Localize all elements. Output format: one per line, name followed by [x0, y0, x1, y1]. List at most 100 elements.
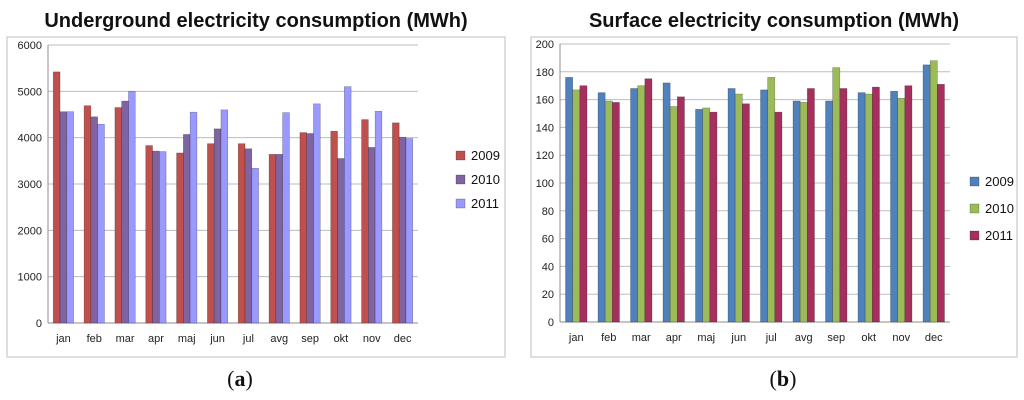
underground-bar-2010-sep: [306, 133, 314, 324]
surface-x-tick-label: jan: [568, 332, 584, 344]
surface-legend-label-2009: 2009: [985, 174, 1014, 189]
surface-bar-2009-mar: [630, 88, 638, 323]
surface-bar-2011-mar: [644, 78, 653, 323]
underground-bar-2009-okt: [330, 130, 338, 324]
underground-bar-2011-dec: [405, 138, 414, 324]
underground-bar-2011-avg: [282, 112, 290, 324]
underground-bar-2010-okt: [337, 158, 345, 324]
underground-chart: Underground electricity consumption (MWh…: [6, 10, 506, 391]
surface-y-tick-label: 60: [542, 234, 554, 246]
surface-y-tick-label: 140: [536, 122, 554, 134]
underground-x-tick-label: mar: [116, 333, 135, 345]
underground-x-tick-label: jan: [55, 333, 71, 345]
surface-x-tick-label: jun: [730, 332, 746, 344]
underground-bar-2010-nov: [368, 147, 376, 324]
surface-y-tick-label: 180: [536, 67, 554, 79]
underground-y-tick-label: 1000: [18, 272, 42, 284]
underground-chart-title: Underground electricity consumption (MWh…: [44, 10, 467, 32]
surface-x-tick-label: apr: [666, 332, 682, 344]
underground-bar-2011-okt: [344, 86, 352, 324]
caption-b: (b): [770, 366, 797, 391]
surface-y-tick-label: 120: [536, 150, 554, 162]
surface-y-tick-label: 200: [536, 39, 554, 51]
underground-x-tick-label: dec: [394, 333, 412, 345]
surface-bar-2009-jan: [565, 77, 573, 323]
surface-chart: Surface electricity consumption (MWh) 0 2…: [530, 10, 1018, 391]
surface-chart-frame: [530, 36, 1018, 358]
underground-bar-2011-jul: [251, 167, 259, 324]
underground-x-tick-label: maj: [178, 333, 196, 345]
surface-x-tick-label: okt: [861, 332, 876, 344]
surface-x-tick-label: mar: [632, 332, 651, 344]
underground-plot-area: 0 1000 2000 3000 4000 5000 6000 jan feb mar apr maj…: [6, 36, 506, 358]
surface-bar-2009-nov: [890, 90, 898, 323]
surface-legend-swatch-2011: [969, 230, 980, 241]
surface-bar-2011-jul: [774, 111, 783, 323]
surface-x-tick-label: dec: [925, 332, 943, 344]
surface-bar-2011-sep: [839, 88, 848, 323]
underground-bar-2011-jun: [220, 109, 229, 324]
underground-legend-swatch-2010: [455, 174, 466, 185]
surface-bar-2009-sep: [825, 100, 833, 323]
surface-y-tick-label: 160: [536, 95, 554, 107]
surface-legend-swatch-2009: [969, 176, 980, 187]
underground-y-tick-label: 4000: [18, 133, 42, 145]
underground-x-tick-label: okt: [334, 333, 349, 345]
underground-legend-swatch-2009: [455, 150, 466, 161]
surface-bar-2010-avg: [799, 102, 808, 323]
surface-x-tick-label: avg: [795, 332, 813, 344]
underground-y-tick-label: 6000: [18, 40, 42, 52]
surface-bar-2009-jun: [727, 88, 736, 323]
underground-y-tick-label: 2000: [18, 225, 42, 237]
underground-x-tick-label: jul: [242, 333, 254, 345]
surface-bar-2011-apr: [677, 96, 685, 323]
surface-legend-label-2011: 2011: [985, 228, 1013, 243]
surface-y-tick-label: 20: [542, 289, 554, 301]
underground-x-tick-label: apr: [148, 333, 164, 345]
underground-bar-2009-feb: [83, 105, 92, 324]
surface-y-tick-label: 100: [536, 178, 554, 190]
surface-bar-2010-nov: [897, 97, 906, 323]
surface-bar-2009-apr: [662, 82, 671, 323]
surface-bar-2010-jul: [767, 77, 776, 323]
underground-bar-2010-dec: [398, 136, 407, 324]
surface-bar-2010-feb: [604, 100, 613, 323]
surface-bar-2009-dec: [922, 64, 931, 323]
surface-bar-2010-jun: [734, 93, 743, 323]
underground-bar-2009-maj: [176, 152, 184, 324]
surface-bar-2009-maj: [695, 109, 703, 323]
surface-bar-2011-nov: [904, 85, 913, 323]
underground-bar-2010-apr: [152, 150, 160, 324]
underground-legend-label-2009: 2009: [471, 148, 500, 163]
surface-x-tick-label: feb: [601, 332, 616, 344]
surface-x-tick-label: sep: [827, 332, 845, 344]
underground-bar-2010-jun: [213, 128, 222, 324]
underground-bar-2010-feb: [90, 116, 98, 324]
surface-bar-2009-feb: [597, 92, 606, 323]
underground-bar-2011-jan: [66, 111, 74, 324]
underground-bar-2009-sep: [299, 132, 307, 324]
underground-bar-2011-nov: [374, 110, 383, 324]
underground-x-tick-label: feb: [87, 333, 102, 345]
surface-bar-2011-feb: [612, 102, 620, 323]
surface-x-tick-label: maj: [697, 332, 715, 344]
underground-bar-2011-sep: [313, 103, 321, 324]
underground-y-tick-label: 3000: [18, 179, 42, 191]
underground-legend-label-2010: 2010: [471, 172, 500, 187]
underground-chart-frame: [6, 36, 506, 358]
underground-bar-2009-apr: [145, 145, 153, 324]
surface-x-tick-label: jul: [765, 332, 777, 344]
surface-bar-2009-okt: [857, 92, 866, 323]
underground-bar-2009-nov: [361, 119, 369, 324]
underground-bar-2010-jul: [244, 148, 253, 324]
underground-bar-2009-dec: [392, 122, 400, 324]
surface-bar-2010-jan: [572, 89, 581, 323]
caption-a: (a): [227, 366, 253, 391]
surface-x-tick-label: nov: [892, 332, 910, 344]
underground-bar-2010-maj: [183, 134, 191, 324]
surface-bar-2009-jul: [760, 89, 768, 323]
surface-bar-2011-jun: [742, 103, 750, 323]
underground-bar-2011-maj: [189, 111, 198, 324]
underground-bar-2010-avg: [275, 154, 283, 324]
